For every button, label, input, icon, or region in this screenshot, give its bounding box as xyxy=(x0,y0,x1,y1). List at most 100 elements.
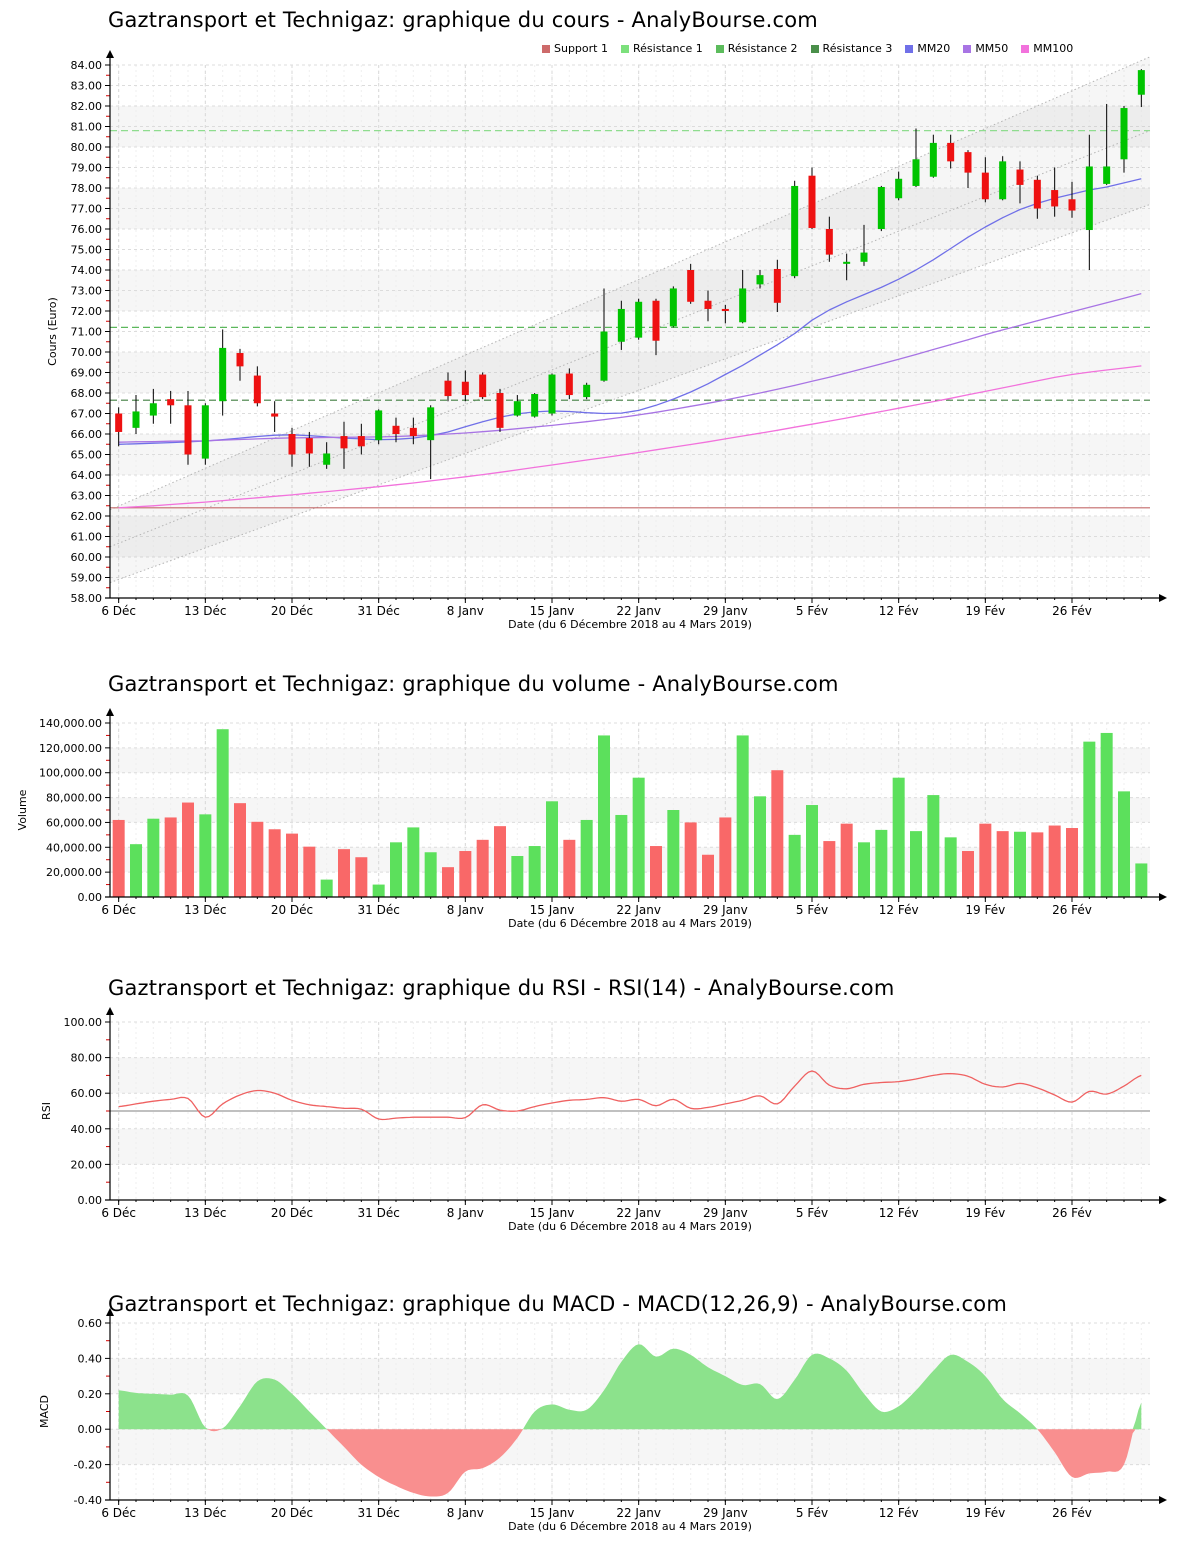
svg-text:26 Fév: 26 Fév xyxy=(1052,1206,1092,1220)
svg-text:20.00: 20.00 xyxy=(71,1158,103,1171)
legend-item: Résistance 1 xyxy=(620,42,703,55)
svg-text:67.00: 67.00 xyxy=(71,408,103,421)
svg-text:6 Déc: 6 Déc xyxy=(101,903,136,917)
svg-text:84.00: 84.00 xyxy=(71,59,103,72)
svg-text:22 Janv: 22 Janv xyxy=(616,1506,661,1520)
svg-text:5 Fév: 5 Fév xyxy=(796,1206,828,1220)
svg-text:74.00: 74.00 xyxy=(71,264,103,277)
svg-text:20 Déc: 20 Déc xyxy=(271,1506,313,1520)
svg-text:0.40: 0.40 xyxy=(78,1352,103,1365)
svg-text:78.00: 78.00 xyxy=(71,182,103,195)
svg-text:12 Fév: 12 Fév xyxy=(879,1506,919,1520)
svg-text:31 Déc: 31 Déc xyxy=(358,1206,400,1220)
svg-text:0.20: 0.20 xyxy=(78,1388,103,1401)
svg-text:8 Janv: 8 Janv xyxy=(447,604,484,618)
svg-text:60.00: 60.00 xyxy=(71,1087,103,1100)
svg-text:100,000.00: 100,000.00 xyxy=(39,767,102,780)
svg-text:100.00: 100.00 xyxy=(64,1016,103,1029)
svg-text:83.00: 83.00 xyxy=(71,80,103,93)
svg-text:66.00: 66.00 xyxy=(71,428,103,441)
svg-text:62.00: 62.00 xyxy=(71,510,103,523)
svg-text:13 Déc: 13 Déc xyxy=(184,604,226,618)
svg-text:5 Fév: 5 Fév xyxy=(796,903,828,917)
svg-text:29 Janv: 29 Janv xyxy=(703,1206,748,1220)
svg-text:22 Janv: 22 Janv xyxy=(616,604,661,618)
svg-text:40,000.00: 40,000.00 xyxy=(46,841,102,854)
svg-text:13 Déc: 13 Déc xyxy=(184,1506,226,1520)
legend-swatch-icon xyxy=(715,44,724,53)
rsi-chart-title: Gaztransport et Technigaz: graphique du … xyxy=(108,976,895,1000)
svg-text:0.00: 0.00 xyxy=(78,1423,103,1436)
svg-text:6 Déc: 6 Déc xyxy=(101,1506,136,1520)
legend-swatch-icon xyxy=(963,44,972,53)
svg-text:26 Fév: 26 Fév xyxy=(1052,1506,1092,1520)
macd-chart-section: Gaztransport et Technigaz: graphique du … xyxy=(0,1285,1200,1550)
svg-text:20,000.00: 20,000.00 xyxy=(46,866,102,879)
svg-text:MACD: MACD xyxy=(38,1395,51,1428)
svg-text:68.00: 68.00 xyxy=(71,387,103,400)
svg-text:Date (du 6 Décembre 2018 au 4: Date (du 6 Décembre 2018 au 4 Mars 2019) xyxy=(508,1220,752,1233)
rsi-chart-section: Gaztransport et Technigaz: graphique du … xyxy=(0,965,1200,1285)
svg-text:31 Déc: 31 Déc xyxy=(358,604,400,618)
legend-item: MM100 xyxy=(1021,42,1073,55)
svg-text:31 Déc: 31 Déc xyxy=(358,903,400,917)
svg-text:22 Janv: 22 Janv xyxy=(616,1206,661,1220)
svg-text:RSI: RSI xyxy=(40,1102,53,1120)
legend-item: Support 1 xyxy=(542,42,608,55)
svg-text:59.00: 59.00 xyxy=(71,572,103,585)
svg-text:12 Fév: 12 Fév xyxy=(879,1206,919,1220)
svg-text:19 Fév: 19 Fév xyxy=(965,903,1005,917)
legend-swatch-icon xyxy=(542,44,550,53)
svg-text:72.00: 72.00 xyxy=(71,305,103,318)
svg-text:140,000.00: 140,000.00 xyxy=(39,717,102,730)
svg-text:20 Déc: 20 Déc xyxy=(271,1206,313,1220)
svg-text:40.00: 40.00 xyxy=(71,1123,103,1136)
svg-text:8 Janv: 8 Janv xyxy=(447,1506,484,1520)
svg-text:61.00: 61.00 xyxy=(71,531,103,544)
svg-text:82.00: 82.00 xyxy=(71,100,103,113)
price-plot: 58.00 59.00 60.00 61.00 62.00 63.00 64.00 65.00… xyxy=(46,50,1167,631)
svg-text:26 Fév: 26 Fév xyxy=(1052,604,1092,618)
svg-text:63.00: 63.00 xyxy=(71,490,103,503)
svg-text:60,000.00: 60,000.00 xyxy=(46,816,102,829)
svg-text:75.00: 75.00 xyxy=(71,244,103,257)
svg-text:19 Fév: 19 Fév xyxy=(965,604,1005,618)
svg-text:Volume: Volume xyxy=(16,789,29,830)
legend-item: MM50 xyxy=(963,42,1008,55)
svg-text:29 Janv: 29 Janv xyxy=(703,903,748,917)
svg-text:80.00: 80.00 xyxy=(71,141,103,154)
svg-text:0.00: 0.00 xyxy=(78,891,103,904)
legend-swatch-icon xyxy=(810,44,819,53)
svg-text:15 Janv: 15 Janv xyxy=(530,1206,575,1220)
price-chart-title: Gaztransport et Technigaz: graphique du … xyxy=(108,8,818,32)
volume-plot: 0.00 20,000.00 40,000.00 60,000.00 80,000.00… xyxy=(16,708,1167,930)
svg-text:Cours (Euro): Cours (Euro) xyxy=(46,297,59,366)
svg-text:79.00: 79.00 xyxy=(71,162,103,175)
svg-text:60.00: 60.00 xyxy=(71,551,103,564)
legend-swatch-icon xyxy=(1021,44,1030,53)
svg-text:Date (du 6 Décembre 2018 au 4: Date (du 6 Décembre 2018 au 4 Mars 2019) xyxy=(508,1520,752,1533)
svg-text:19 Fév: 19 Fév xyxy=(965,1506,1005,1520)
svg-text:8 Janv: 8 Janv xyxy=(447,1206,484,1220)
volume-chart-section: Gaztransport et Technigaz: graphique du … xyxy=(0,660,1200,965)
svg-text:71.00: 71.00 xyxy=(71,326,103,339)
svg-text:6 Déc: 6 Déc xyxy=(101,1206,136,1220)
svg-text:80,000.00: 80,000.00 xyxy=(46,792,102,805)
svg-text:5 Fév: 5 Fév xyxy=(796,1506,828,1520)
legend-item: Résistance 2 xyxy=(715,42,798,55)
svg-text:29 Janv: 29 Janv xyxy=(703,1506,748,1520)
svg-text:20 Déc: 20 Déc xyxy=(271,604,313,618)
svg-text:12 Fév: 12 Fév xyxy=(879,903,919,917)
svg-text:12 Fév: 12 Fév xyxy=(879,604,919,618)
price-chart-legend: Support 1 Résistance 1 Résistance 2 Résista… xyxy=(542,42,1073,55)
svg-text:Date (du 6 Décembre 2018 au 4: Date (du 6 Décembre 2018 au 4 Mars 2019) xyxy=(508,618,752,631)
legend-swatch-icon xyxy=(905,44,914,53)
svg-text:-0.40: -0.40 xyxy=(74,1494,102,1507)
svg-text:-0.20: -0.20 xyxy=(74,1459,102,1472)
legend-item: Résistance 3 xyxy=(810,42,892,55)
svg-text:58.00: 58.00 xyxy=(71,592,103,605)
svg-text:15 Janv: 15 Janv xyxy=(530,1506,575,1520)
svg-text:69.00: 69.00 xyxy=(71,367,103,380)
legend-swatch-icon xyxy=(620,44,629,53)
svg-text:15 Janv: 15 Janv xyxy=(530,604,575,618)
